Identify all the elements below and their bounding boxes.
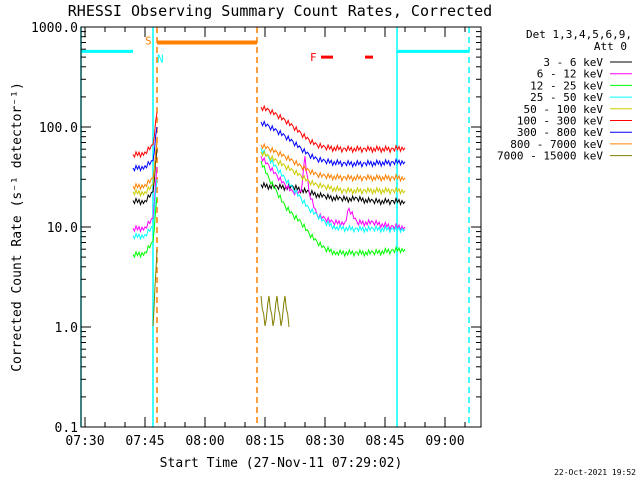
axis-ticks: [81, 26, 481, 428]
saa-label: S: [145, 34, 152, 47]
legend-label: 25 - 50 keV: [530, 91, 603, 104]
x-tick-label: 08:30: [305, 434, 344, 449]
series-line: [260, 150, 406, 196]
chart-title: RHESSI Observing Summary Count Rates, Co…: [68, 2, 492, 20]
y-axis-label: Corrected Count Rate (s⁻¹ detector⁻¹): [10, 82, 25, 372]
y-tick-label: 10.0: [47, 221, 78, 236]
series-line: [132, 112, 158, 159]
y-tick-label: 100.0: [39, 121, 78, 136]
series-line: [132, 166, 158, 233]
legend-label: 12 - 25 keV: [530, 79, 603, 92]
footer-timestamp: 22-Oct-2021 19:52: [554, 468, 636, 477]
y-tick-label: 0.1: [55, 421, 78, 436]
legend-label: 100 - 300 keV: [517, 115, 603, 128]
series-line: [260, 295, 290, 328]
x-tick-label: 08:45: [365, 434, 404, 449]
series-line: [260, 160, 406, 258]
series-line: [260, 142, 406, 183]
y-tick-labels: 0.1 1.0 10.0 100.0 1000.0: [31, 21, 78, 436]
flare-label: F: [310, 51, 317, 64]
series-line: [132, 196, 158, 259]
x-tick-label: 08:00: [185, 434, 224, 449]
legend-label: 300 - 800 keV: [517, 126, 603, 139]
x-tick-labels: 07:30 07:45 08:00 08:15 08:30 08:45 09:0…: [65, 434, 464, 449]
legend-header-line: Det 1,3,4,5,6,9,: [526, 28, 632, 41]
legend-header-line: Att 0: [594, 40, 627, 53]
series-line: [132, 126, 158, 173]
series-line: [260, 120, 406, 169]
x-axis-label: Start Time (27-Nov-11 07:29:02): [160, 456, 403, 471]
series-line: [152, 249, 158, 327]
legend-label: 7000 - 15000 keV: [497, 150, 603, 163]
series-line: [132, 179, 158, 241]
plot-frame: [80, 26, 482, 428]
series-line: [260, 104, 406, 154]
series-layer: [132, 104, 406, 328]
series-line: [260, 181, 406, 207]
series-line: [260, 148, 406, 234]
series-line: [132, 142, 158, 198]
y-tick-label: 1.0: [55, 321, 78, 336]
y-tick-label: 1000.0: [31, 21, 78, 36]
x-tick-label: 07:45: [125, 434, 164, 449]
night-label: N: [157, 52, 164, 65]
series-line: [132, 142, 158, 191]
series-line: [132, 149, 158, 207]
legend-label: 800 - 7000 keV: [510, 138, 603, 151]
legend-label: 6 - 12 keV: [537, 68, 604, 81]
x-tick-label: 09:00: [425, 434, 464, 449]
x-tick-label: 08:15: [245, 434, 284, 449]
x-tick-label: 07:30: [65, 434, 104, 449]
series-line: [260, 155, 406, 232]
legend-label: 50 - 100 keV: [524, 103, 604, 116]
legend-label: 3 - 6 keV: [543, 56, 603, 69]
